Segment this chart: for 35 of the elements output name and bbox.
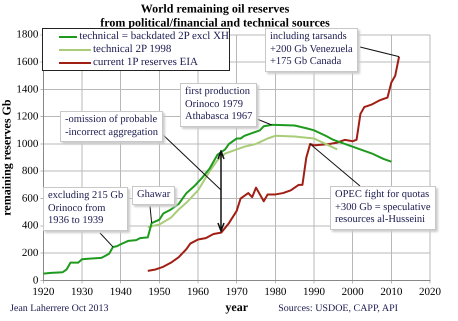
annotation: first production Orinoco 1979 Athabasca 1967	[180, 83, 258, 126]
annotation: -omission of probable -incorrect aggregation	[60, 111, 163, 142]
y-tick-label: 1800	[16, 28, 39, 41]
x-tick-label: 1920	[32, 286, 55, 298]
y-tick-label: 600	[22, 192, 39, 204]
x-tick-label: 1940	[110, 286, 132, 298]
x-tick-label: 2010	[380, 286, 403, 298]
x-tick-label: 1930	[71, 286, 94, 298]
x-tick-label: 1980	[264, 286, 287, 298]
x-tick-label: 2020	[419, 286, 442, 298]
legend-label: current 1P reserves EIA	[93, 56, 198, 69]
y-tick-label: 0	[32, 274, 39, 286]
legend-label: technical = backdated 2P excl XH	[79, 30, 229, 43]
y-tick-label: 200	[22, 247, 39, 259]
y-axis-title: remaining reserves Gb	[0, 99, 14, 216]
y-tick-label: 1200	[16, 110, 39, 123]
y-tick-label: 1000	[16, 138, 39, 150]
text: Jean Laherrere Oct 2013	[10, 303, 109, 314]
y-tick-label: 1600	[16, 56, 39, 68]
x-tick-label: 1990	[303, 286, 326, 298]
y-tick-label: 800	[22, 165, 39, 178]
source-note: Sources: USDOE, CAPP, API	[278, 303, 398, 314]
x-tick-label: 1970	[226, 286, 248, 298]
legend-label: technical 2P 1998	[93, 43, 172, 56]
annotation: including tarsands +200 Gb Venezuela +175 Gb Canada	[265, 28, 358, 72]
chart-title: World remaining oil reserves from political/financial and technical sources	[100, 1, 330, 30]
annotation: excluding 215 Gb Orinoco from 1936 to 1939	[43, 187, 128, 230]
x-axis-title: year	[225, 300, 249, 314]
x-tick-label: 2000	[342, 286, 364, 298]
annotation: Ghawar	[132, 186, 176, 204]
annotation: OPEC fight for quotas +300 Gb = speculative resources al-Husseini	[330, 186, 436, 230]
x-tick-label: 1960	[187, 286, 210, 298]
y-tick-label: 400	[22, 220, 39, 232]
y-tick-label: 1400	[16, 83, 39, 96]
x-tick-label: 1950	[148, 286, 171, 298]
